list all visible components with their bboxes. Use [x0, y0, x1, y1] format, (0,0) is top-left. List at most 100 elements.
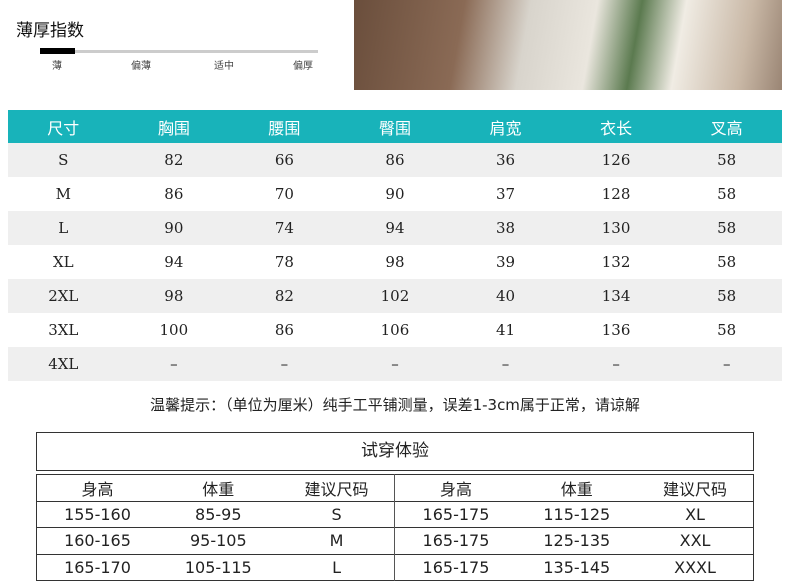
trial-table: 身高 体重 建议尺码 身高 体重 建议尺码 155-160 85-95 S 165-175 115-…	[36, 474, 754, 581]
size-cell: 58	[671, 211, 782, 245]
size-cell: 3XL	[48, 321, 79, 339]
size-header-cell: 尺寸	[8, 110, 119, 143]
size-cell: 106	[380, 321, 410, 339]
size-cell: 90	[385, 185, 405, 203]
size-cell: 100	[159, 321, 189, 339]
size-cell: 74	[229, 211, 340, 245]
size-cell: 78	[274, 253, 294, 271]
size-chart-header: 尺寸 胸围 腰围 臀围 肩宽 衣长 叉高	[8, 110, 782, 143]
trial-cell: 105-115	[158, 553, 279, 581]
size-cell: 128	[601, 185, 631, 203]
size-row: 4XL – – – – – –	[8, 347, 782, 381]
trial-cell: XXL	[637, 527, 754, 554]
size-cell: 94	[164, 253, 184, 271]
size-cell: 40	[450, 279, 561, 313]
trial-cell: 身高	[81, 479, 114, 499]
size-cell: 136	[601, 321, 631, 339]
size-cell: –	[229, 347, 340, 381]
size-cell: 82	[229, 279, 340, 313]
size-cell: 134	[560, 279, 672, 313]
size-cell: 58	[717, 321, 737, 339]
size-cell: M	[55, 185, 71, 203]
trial-cell: 体重	[202, 479, 235, 499]
size-cell: 98	[118, 279, 230, 313]
size-cell: 86	[339, 143, 451, 177]
size-cell: 36	[450, 143, 561, 177]
size-cell: XL	[52, 253, 74, 271]
trial-cell: 身高	[394, 474, 517, 501]
size-cell: 102	[339, 279, 451, 313]
size-row: XL 94 78 98 39 132 58	[8, 245, 782, 279]
size-cell: 66	[229, 143, 340, 177]
trial-row: 155-160 85-95 S 165-175 115-125 XL	[36, 500, 754, 528]
size-row: 3XL 100 86 106 41 136 58	[8, 313, 782, 347]
size-cell: –	[671, 347, 782, 381]
size-header-cell: 肩宽	[450, 110, 561, 143]
size-header-cell: 叉高	[671, 110, 782, 143]
trial-row: 160-165 95-105 M 165-175 125-135 XXL	[36, 527, 754, 554]
thickness-title: 薄厚指数	[16, 21, 84, 41]
size-cell: 58	[671, 143, 782, 177]
trial-cell: 95-105	[158, 527, 279, 554]
trial-row: 165-170 105-115 L 165-175 135-145 XXXL	[36, 553, 754, 581]
size-cell: 94	[339, 211, 451, 245]
thickness-level-thin: 薄	[52, 61, 62, 72]
trial-cell: L	[278, 553, 395, 581]
size-header-cell: 衣长	[560, 110, 672, 143]
trial-cell: M	[278, 527, 395, 554]
thickness-level-slightly-thick: 偏厚	[293, 61, 313, 72]
size-cell: –	[118, 347, 230, 381]
trial-cell: 建议尺码	[663, 479, 728, 499]
trial-header-row: 身高 体重 建议尺码 身高 体重 建议尺码	[37, 474, 754, 501]
size-header-cell: 胸围	[118, 110, 230, 143]
size-cell: 90	[118, 211, 230, 245]
size-cell: 70	[274, 185, 294, 203]
size-row: L 90 74 94 38 130 58	[8, 211, 782, 245]
size-cell: 86	[274, 321, 294, 339]
thickness-level-medium: 适中	[214, 61, 234, 72]
trial-cell: 160-165	[36, 527, 158, 554]
size-cell: 41	[495, 321, 516, 339]
size-chart-table: 尺寸 胸围 腰围 臀围 肩宽 衣长 叉高 S 82 66 86 36 126 58 M 86 70 90 37 12…	[8, 110, 782, 381]
thickness-bar-track	[40, 50, 318, 53]
size-cell: 126	[560, 143, 672, 177]
trial-cell: 125-135	[516, 527, 638, 554]
trial-cell: 165-170	[36, 553, 158, 581]
size-cell: 2XL	[8, 279, 119, 313]
size-cell: S	[8, 143, 119, 177]
trial-cell: XXXL	[637, 553, 754, 581]
size-cell: 37	[495, 185, 516, 203]
size-cell: –	[339, 347, 451, 381]
trial-cell: 165-175	[394, 500, 517, 528]
trial-cell: 建议尺码	[304, 479, 369, 499]
size-cell: 86	[164, 185, 184, 203]
size-row: S 82 66 86 36 126 58	[8, 143, 782, 177]
trial-cell: 165-175	[394, 553, 517, 581]
thickness-bar-fill	[40, 48, 75, 54]
size-cell: 4XL	[8, 347, 119, 381]
thickness-level-slightly-thin: 偏薄	[131, 61, 151, 72]
size-cell: 132	[601, 253, 631, 271]
size-cell: 98	[385, 253, 405, 271]
trial-title: 试穿体验	[36, 432, 754, 471]
size-header-cell: 臀围	[339, 110, 451, 143]
size-cell: –	[560, 347, 672, 381]
size-cell: 39	[495, 253, 516, 271]
size-row: M 86 70 90 37 128 58	[8, 177, 782, 211]
size-row: 2XL 98 82 102 40 134 58	[8, 279, 782, 313]
trial-cell: S	[278, 500, 395, 528]
size-cell: 130	[560, 211, 672, 245]
trial-cell: 115-125	[516, 500, 638, 528]
size-cell: 58	[671, 279, 782, 313]
measurement-note: 温馨提示：（单位为厘米）纯手工平铺测量，误差1-3cm属于正常，请谅解	[150, 396, 640, 414]
size-cell: 82	[118, 143, 230, 177]
trial-cell: 155-160	[36, 500, 158, 528]
size-cell: L	[8, 211, 119, 245]
trial-cell: 135-145	[516, 553, 638, 581]
trial-cell: 165-175	[394, 527, 517, 554]
size-cell: –	[450, 347, 561, 381]
size-cell: 58	[717, 185, 737, 203]
size-header-cell: 腰围	[229, 110, 340, 143]
trial-cell: 85-95	[158, 500, 279, 528]
size-cell: 38	[450, 211, 561, 245]
